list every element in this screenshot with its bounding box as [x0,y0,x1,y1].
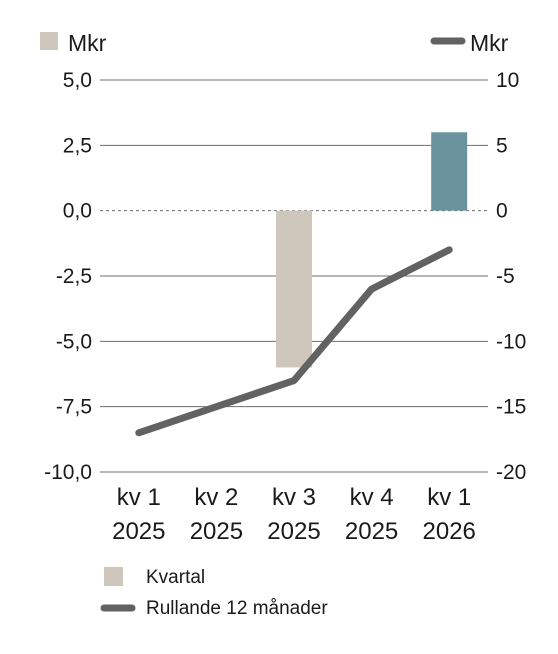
right-tick-label: 5 [496,134,508,157]
left-axis-bar-swatch [40,32,58,50]
category-label: 2025 [190,518,243,545]
category-label: kv 1 [117,484,161,511]
right-tick-label: -5 [496,265,515,288]
right-tick-label: -10 [496,330,526,353]
category-label: 2025 [345,518,398,545]
left-tick-label: -2,5 [56,265,92,288]
right-tick-label: -15 [496,396,526,419]
legend-rullande-label: Rullande 12 månader [146,598,328,619]
left-tick-label: -10,0 [44,461,92,484]
left-axis-unit: Mkr [68,30,107,56]
left-tick-label: -5,0 [56,330,92,353]
category-label: kv 4 [350,484,394,511]
left-tick-label: 0,0 [63,200,92,223]
line-rullande-12 [135,246,453,437]
category-label: kv 3 [272,484,316,511]
category-label: 2026 [423,518,476,545]
left-tick-label: 2,5 [63,134,92,157]
legend-kvartal-swatch [104,567,123,586]
category-labels: kv 1 2025 kv 2 2025 kv 3 2025 kv 4 2025 kv 1 2026 [112,484,476,545]
bar-series [276,132,468,368]
line-series [135,246,453,437]
category-label: 2025 [112,518,165,545]
right-axis-unit: Mkr [470,30,509,56]
right-tick-label: -20 [496,461,526,484]
right-tick-label: 10 [496,69,519,92]
category-label: kv 1 [427,484,471,511]
category-label: 2025 [267,518,320,545]
bar-4 [431,132,468,211]
legend-kvartal-label: Kvartal [146,567,205,588]
left-tick-label: -7,5 [56,396,92,419]
category-label: kv 2 [194,484,238,511]
left-tick-label: 5,0 [63,69,92,92]
bar-2 [276,210,312,368]
axis-ticks: 5,0 2,5 0,0 -2,5 -5,0 -7,5 -10,0 10 5 0 -5 -10 -15 -2… [44,69,526,484]
right-tick-label: 0 [496,200,508,223]
